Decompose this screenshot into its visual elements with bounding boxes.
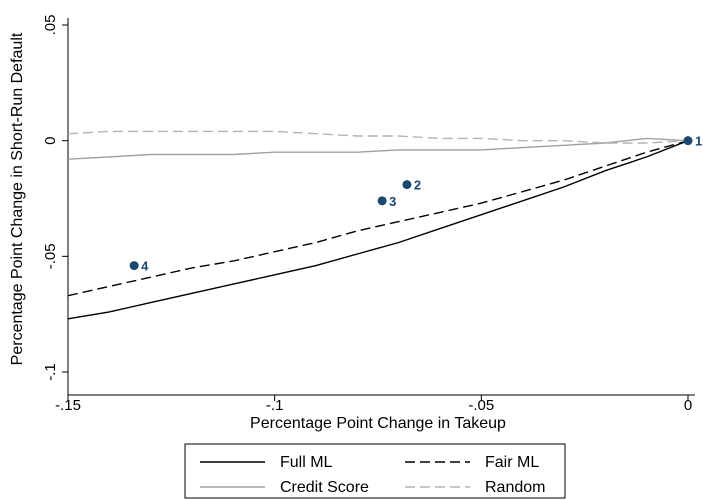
- ticks: -.15 -.1 -.05 0 .05 0 -.05 -.1: [42, 15, 692, 414]
- point-label-2: 2: [414, 178, 421, 193]
- y-tick-label-0: .05: [42, 15, 59, 36]
- point-label-4: 4: [141, 259, 149, 274]
- series-line-random: [67, 130, 689, 144]
- y-tick-label-3: -.1: [42, 363, 59, 381]
- legend-box: [184, 443, 566, 499]
- legend-item-credit-score-label: Credit Score: [280, 479, 369, 496]
- legend: Full ML Fair ML Credit Score Random: [184, 443, 566, 499]
- x-tick-label-0: -.15: [55, 397, 81, 414]
- x-tick-label-1: -.1: [266, 397, 284, 414]
- series-layer: [67, 130, 689, 320]
- point-label-1: 1: [695, 134, 702, 149]
- point-marker-2: [402, 180, 412, 190]
- series-line-full-ml: [67, 140, 689, 320]
- y-tick-label-2: -.05: [42, 243, 59, 269]
- point-marker-4: [129, 261, 139, 271]
- x-tick-label-2: -.05: [468, 397, 494, 414]
- axes: [67, 18, 695, 396]
- point-label-3: 3: [389, 194, 396, 209]
- legend-item-full-ml-label: Full ML: [280, 454, 333, 471]
- legend-item-random-label: Random: [485, 479, 545, 496]
- series-line-credit-score: [67, 137, 689, 160]
- point-marker-1: [683, 136, 693, 146]
- y-tick-label-1: 0: [42, 136, 59, 144]
- legend-item-fair-ml-label: Fair ML: [485, 454, 539, 471]
- series-line-fair-ml: [67, 140, 689, 297]
- points-layer: 1 2 3 4: [129, 134, 702, 274]
- point-marker-3: [377, 196, 387, 206]
- y-axis-label: Percentage Point Change in Short-Run Def…: [9, 32, 26, 365]
- x-tick-label-3: 0: [684, 397, 692, 414]
- x-axis-label: Percentage Point Change in Takeup: [250, 415, 506, 432]
